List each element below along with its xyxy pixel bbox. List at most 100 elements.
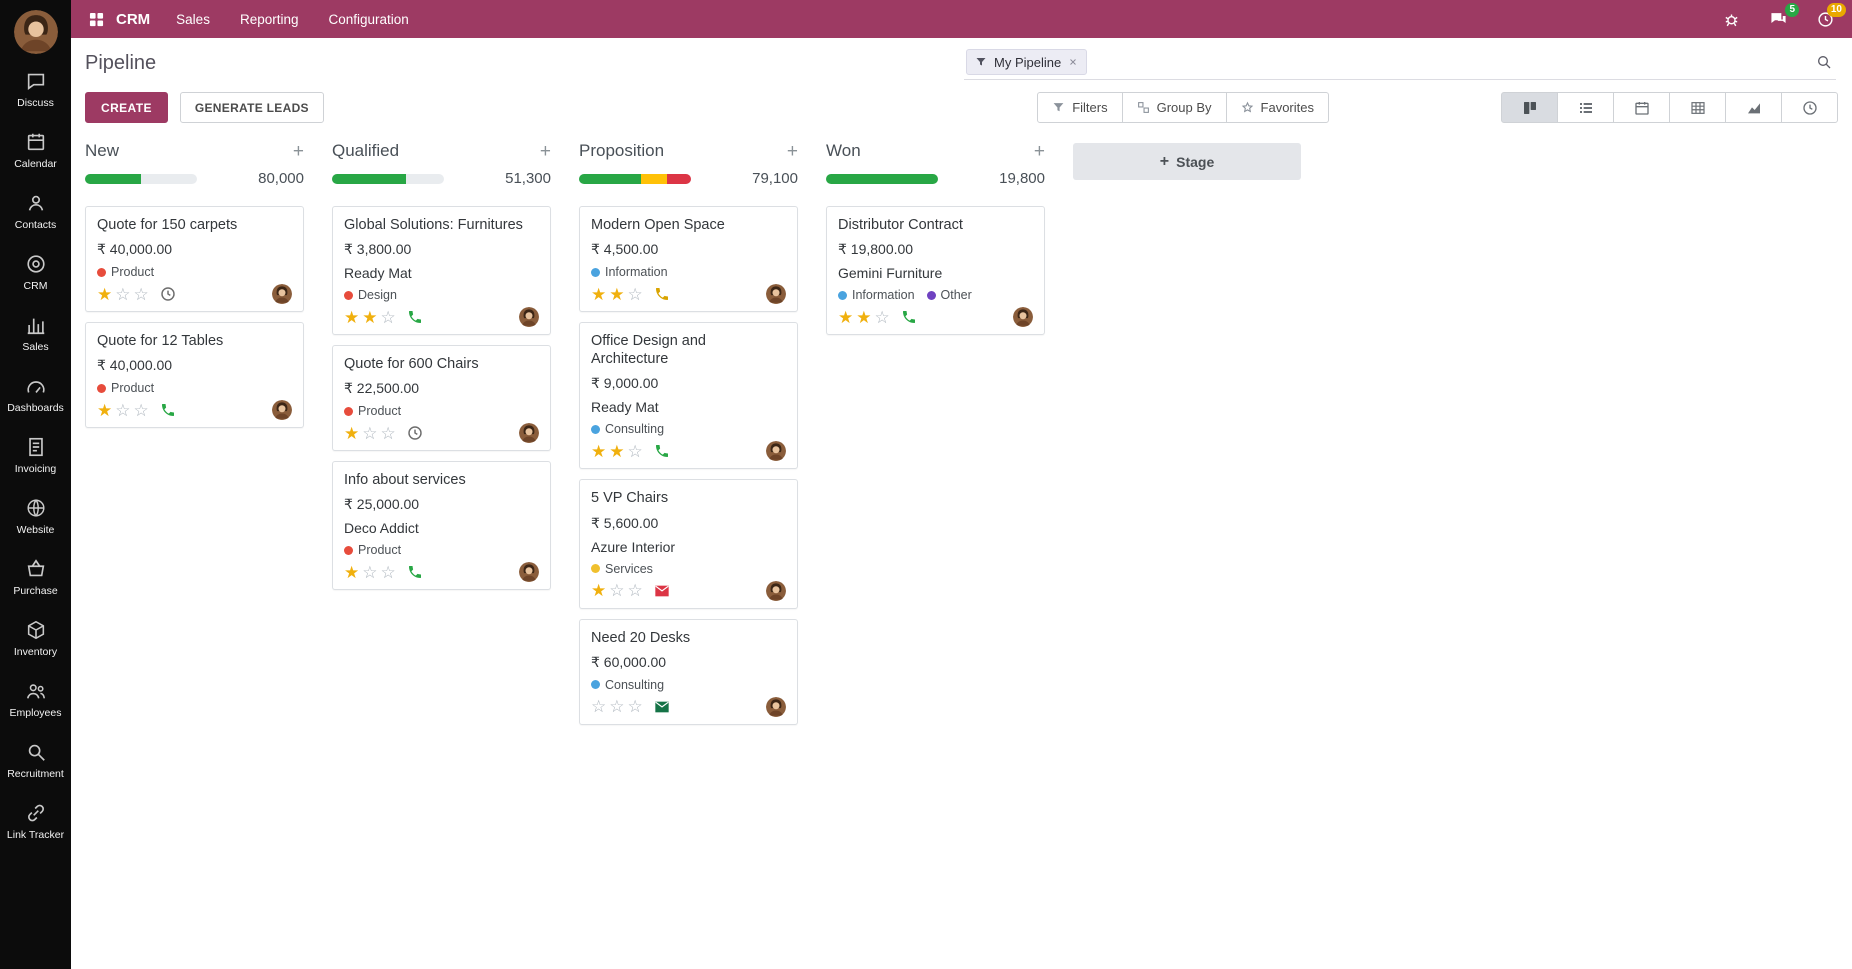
sidebar-item-calendar[interactable]: Calendar [7,131,64,170]
view-pivot-button[interactable] [1669,92,1726,123]
quick-add-button[interactable]: + [786,140,798,162]
phone-icon[interactable] [654,443,670,459]
column-progressbar[interactable] [332,173,444,184]
search-facet[interactable]: My Pipeline [966,49,1088,75]
column-progressbar[interactable] [579,173,691,184]
clock-activity-icon[interactable] [407,425,423,441]
kanban-card[interactable]: Info about services ₹ 25,000.00 Deco Addi… [332,461,551,591]
priority-star[interactable]: ☆ [627,581,643,600]
email-icon[interactable] [654,699,670,715]
salesperson-avatar[interactable] [272,284,292,305]
priority-star[interactable]: ☆ [133,400,149,420]
priority-star[interactable]: ☆ [380,307,396,327]
priority-star[interactable]: ★ [591,581,607,600]
debug-button[interactable] [1721,9,1742,30]
priority-star[interactable]: ★ [97,400,113,420]
priority-star[interactable]: ☆ [609,697,625,717]
view-calendar-button[interactable] [1613,92,1670,123]
menu-sales[interactable]: Sales [176,11,210,27]
priority-star[interactable]: ★ [838,307,854,327]
quick-add-button[interactable]: + [1033,140,1045,162]
progress-segment[interactable] [332,173,406,184]
view-activity-button[interactable] [1781,92,1838,123]
phone-icon[interactable] [407,564,423,580]
salesperson-avatar[interactable] [519,423,539,444]
column-progressbar[interactable] [85,173,197,184]
priority-star[interactable]: ☆ [133,284,149,304]
salesperson-avatar[interactable] [766,441,786,462]
progress-segment[interactable] [640,173,668,184]
priority-star[interactable]: ☆ [627,697,643,717]
column-progressbar[interactable] [826,173,938,184]
priority-star[interactable]: ★ [609,441,625,461]
salesperson-avatar[interactable] [766,580,786,601]
sidebar-item-sales[interactable]: Sales [7,314,64,353]
messages-button[interactable]: 5 [1768,2,1799,30]
progress-segment[interactable] [579,173,641,184]
kanban-card[interactable]: 5 VP Chairs ₹ 5,600.00 Azure Interior Serv… [579,479,798,609]
priority-star[interactable]: ☆ [115,400,131,420]
sidebar-item-recruitment[interactable]: Recruitment [7,741,64,780]
phone-icon[interactable] [160,402,176,418]
quick-add-button[interactable]: + [539,140,551,162]
close-icon[interactable] [1068,57,1078,67]
app-name[interactable]: CRM [116,10,151,28]
search-input[interactable] [1087,51,1816,73]
view-list-button[interactable] [1557,92,1614,123]
activities-button[interactable]: 10 [1815,2,1846,30]
priority-star[interactable]: ☆ [115,284,131,304]
generate-leads-button[interactable]: GENERATE LEADS [179,92,324,123]
column-title[interactable]: New [85,141,120,160]
progress-segment[interactable] [85,173,141,184]
sidebar-item-purchase[interactable]: Purchase [7,558,64,597]
menu-reporting[interactable]: Reporting [239,11,299,27]
priority-star[interactable]: ☆ [627,284,643,304]
sidebar-item-website[interactable]: Website [7,497,64,536]
add-stage-button[interactable]: + Stage [1073,143,1301,180]
priority-star[interactable]: ☆ [362,562,378,582]
phone-icon[interactable] [901,309,917,325]
phone-icon[interactable] [654,286,670,302]
sidebar-item-discuss[interactable]: Discuss [7,70,64,109]
priority-star[interactable]: ★ [344,562,360,582]
priority-star[interactable]: ☆ [380,423,396,443]
filters-button[interactable]: Filters [1037,92,1123,123]
priority-star[interactable]: ☆ [627,441,643,461]
email-icon[interactable] [654,583,670,599]
search-icon[interactable] [1816,54,1832,70]
salesperson-avatar[interactable] [766,696,786,717]
kanban-card[interactable]: Global Solutions: Furnitures ₹ 3,800.00 R… [332,206,551,336]
kanban-card[interactable]: Quote for 150 carpets ₹ 40,000.00 Product… [85,206,304,313]
priority-star[interactable]: ☆ [362,423,378,443]
clock-activity-icon[interactable] [160,286,176,302]
priority-star[interactable]: ★ [344,423,360,443]
salesperson-avatar[interactable] [766,284,786,305]
user-avatar[interactable] [13,10,58,54]
priority-star[interactable]: ★ [591,284,607,304]
sidebar-item-invoicing[interactable]: Invoicing [7,436,64,475]
kanban-card[interactable]: Modern Open Space ₹ 4,500.00 Information … [579,206,798,313]
priority-star[interactable]: ★ [362,307,378,327]
priority-star[interactable]: ☆ [609,581,625,600]
sidebar-item-inventory[interactable]: Inventory [7,619,64,658]
view-graph-button[interactable] [1725,92,1782,123]
sidebar-item-crm[interactable]: CRM [7,253,64,292]
group-by-button[interactable]: Group By [1121,92,1227,123]
salesperson-avatar[interactable] [272,400,292,421]
kanban-card[interactable]: Need 20 Desks ₹ 60,000.00 Consulting ☆ ☆ ☆ [579,618,798,725]
priority-star[interactable]: ☆ [380,562,396,582]
priority-star[interactable]: ☆ [874,307,890,327]
salesperson-avatar[interactable] [519,307,539,328]
menu-configuration[interactable]: Configuration [328,11,409,27]
apps-menu-button[interactable] [85,8,108,31]
kanban-card[interactable]: Office Design and Architecture ₹ 9,000.0… [579,322,798,470]
priority-star[interactable]: ☆ [591,697,607,717]
column-title[interactable]: Qualified [332,141,400,160]
view-kanban-button[interactable] [1501,92,1558,123]
priority-star[interactable]: ★ [344,307,360,327]
column-title[interactable]: Won [826,141,861,160]
priority-star[interactable]: ★ [609,284,625,304]
column-title[interactable]: Proposition [579,141,665,160]
create-button[interactable]: CREATE [85,92,168,123]
sidebar-item-contacts[interactable]: Contacts [7,192,64,231]
